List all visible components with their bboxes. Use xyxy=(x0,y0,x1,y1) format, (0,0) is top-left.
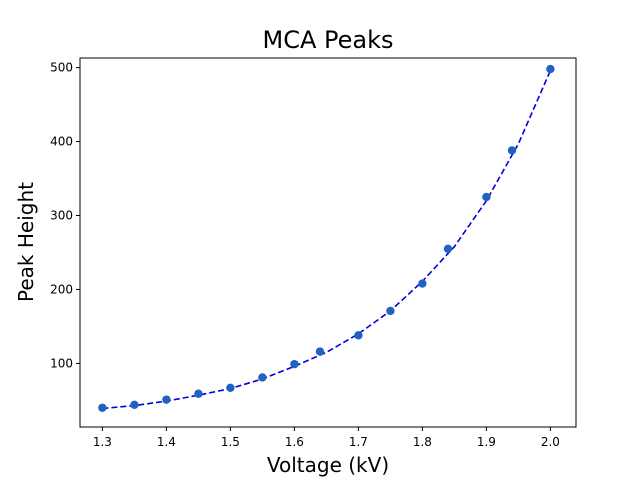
x-tick-label: 1.3 xyxy=(93,435,112,449)
x-tick-label: 1.6 xyxy=(285,435,304,449)
y-tick-label: 200 xyxy=(50,282,73,296)
x-tick-label: 1.4 xyxy=(157,435,176,449)
y-axis: 100 200 300 400 500 xyxy=(50,61,80,370)
data-point xyxy=(546,64,555,74)
plot-frame xyxy=(79,57,577,428)
chart-title: MCA Peaks xyxy=(262,26,393,54)
data-point xyxy=(386,306,395,316)
fit-layer xyxy=(102,70,552,410)
x-tick-label: 2.0 xyxy=(541,435,560,449)
data-point xyxy=(443,244,453,253)
x-tick-label: 1.9 xyxy=(477,435,496,449)
data-point xyxy=(290,359,299,369)
data-point xyxy=(162,395,171,404)
data-point xyxy=(418,279,427,288)
fit-curve xyxy=(102,70,552,410)
points-layer xyxy=(98,64,555,412)
data-point xyxy=(354,331,363,340)
data-point xyxy=(482,192,491,202)
y-tick-label: 400 xyxy=(50,135,73,149)
data-point xyxy=(194,389,203,398)
x-axis: 1.3 1.4 1.5 1.6 1.7 1.8 1.9 2.0 xyxy=(93,427,560,449)
y-axis-title: Peak Height xyxy=(14,182,38,302)
y-tick-label: 500 xyxy=(50,61,73,75)
data-point xyxy=(258,373,267,382)
y-tick-label: 100 xyxy=(50,356,73,370)
data-point xyxy=(315,347,325,356)
y-tick-label: 300 xyxy=(50,209,73,223)
data-point xyxy=(226,383,235,393)
x-tick-label: 1.8 xyxy=(413,435,432,449)
x-tick-label: 1.7 xyxy=(349,435,368,449)
data-point xyxy=(130,400,139,410)
data-point xyxy=(507,146,517,155)
x-tick-label: 1.5 xyxy=(221,435,240,449)
data-point xyxy=(98,403,107,412)
x-axis-title: Voltage (kV) xyxy=(267,453,389,477)
